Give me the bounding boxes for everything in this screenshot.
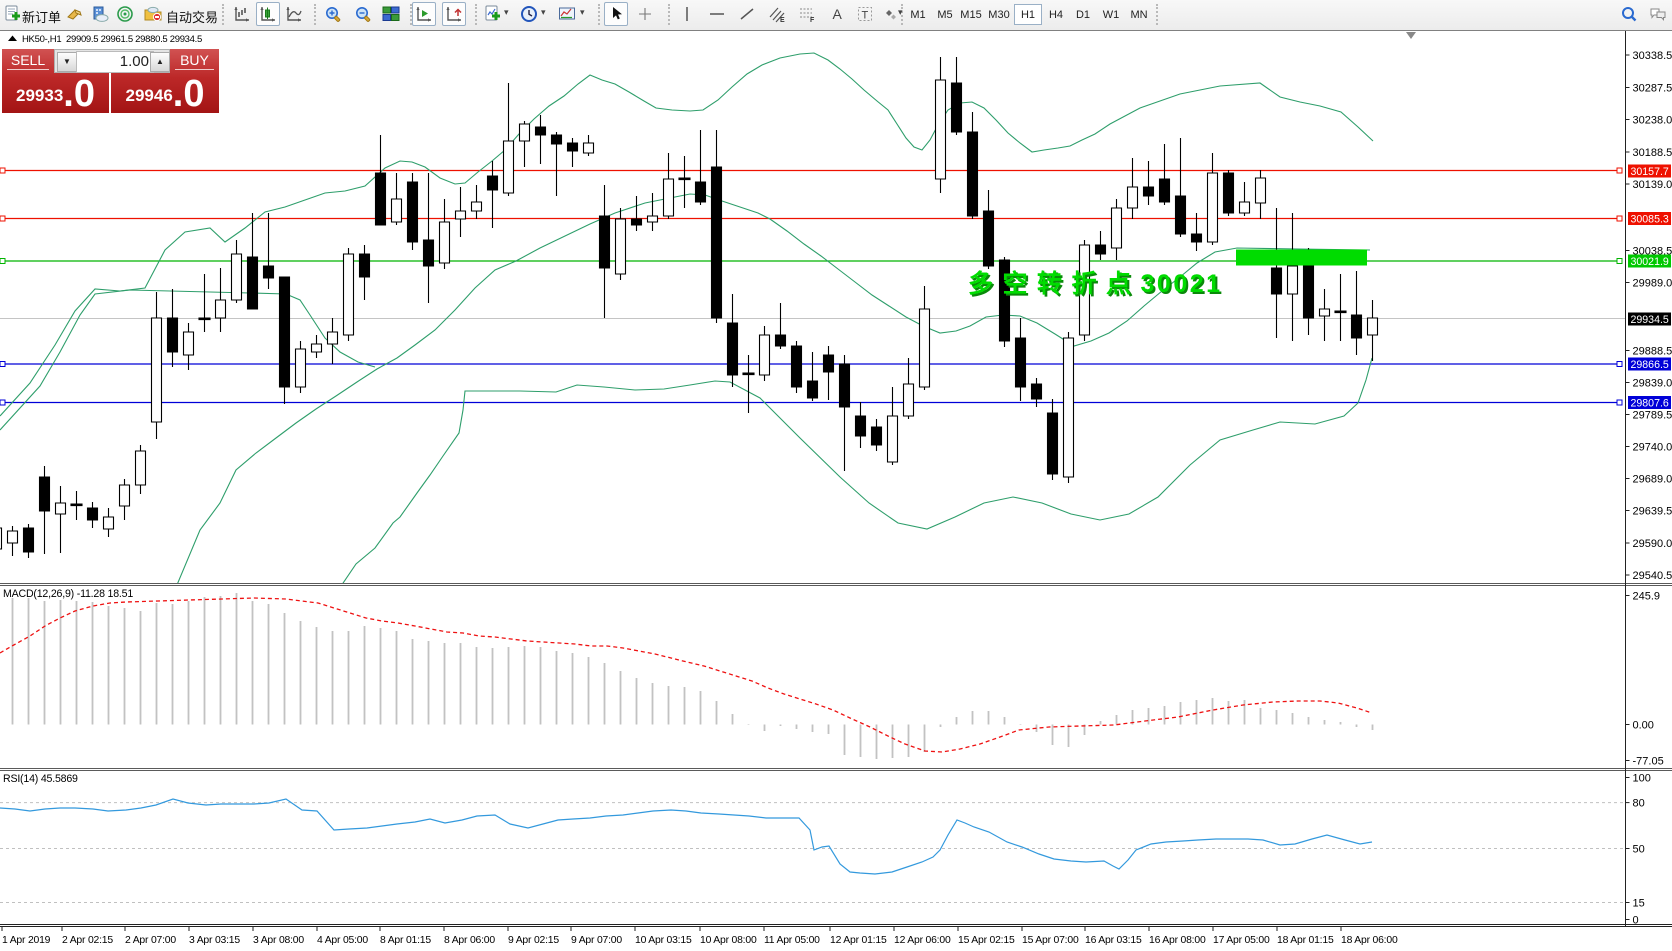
svg-text:16 Apr 08:00: 16 Apr 08:00 [1149, 935, 1206, 946]
svg-text:15: 15 [1633, 898, 1645, 910]
svg-text:F: F [810, 17, 815, 23]
svg-text:30085.3: 30085.3 [1631, 214, 1669, 226]
svg-text:100: 100 [1633, 773, 1651, 785]
svg-text:29689.0: 29689.0 [1633, 474, 1672, 486]
svg-text:0: 0 [1633, 915, 1639, 927]
svg-text:30287.5: 30287.5 [1633, 83, 1672, 95]
svg-text:多空转折点30021: 多空转折点30021 [970, 271, 1225, 300]
svg-text:8 Apr 06:00: 8 Apr 06:00 [444, 935, 495, 946]
svg-text:A: A [833, 6, 843, 22]
svg-text:29540.5: 29540.5 [1633, 570, 1672, 582]
svg-text:16 Apr 03:15: 16 Apr 03:15 [1085, 935, 1142, 946]
svg-text:9 Apr 07:00: 9 Apr 07:00 [571, 935, 622, 946]
svg-text:9 Apr 02:15: 9 Apr 02:15 [508, 935, 559, 946]
svg-text:245.9: 245.9 [1633, 591, 1661, 603]
svg-text:2 Apr 02:15: 2 Apr 02:15 [62, 935, 113, 946]
svg-text:HK50-,H1 29909.5 29961.5 2988: HK50-,H1 29909.5 29961.5 29880.5 29934.5 [22, 34, 202, 45]
svg-text:3 Apr 03:15: 3 Apr 03:15 [189, 935, 240, 946]
svg-text:29888.5: 29888.5 [1633, 346, 1672, 358]
svg-text:29807.6: 29807.6 [1631, 398, 1669, 410]
svg-text:30157.7: 30157.7 [1631, 166, 1669, 178]
svg-text:18 Apr 06:00: 18 Apr 06:00 [1341, 935, 1398, 946]
svg-text:RSI(14) 45.5869: RSI(14) 45.5869 [3, 773, 78, 785]
svg-text:17 Apr 05:00: 17 Apr 05:00 [1213, 935, 1270, 946]
svg-text:4 Apr 05:00: 4 Apr 05:00 [317, 935, 368, 946]
svg-text:10 Apr 08:00: 10 Apr 08:00 [700, 935, 757, 946]
svg-text:-77.05: -77.05 [1633, 756, 1664, 768]
svg-text:30238.0: 30238.0 [1633, 115, 1672, 127]
svg-text:29590.0: 29590.0 [1633, 538, 1672, 550]
svg-text:11 Apr 05:00: 11 Apr 05:00 [764, 935, 820, 946]
svg-text:12 Apr 01:15: 12 Apr 01:15 [830, 935, 887, 946]
svg-text:多空转折点30021: 多空转折点30021 [968, 269, 1223, 298]
svg-text:29989.0: 29989.0 [1633, 278, 1672, 290]
svg-text:29639.5: 29639.5 [1633, 506, 1672, 518]
svg-text:1 Apr 2019: 1 Apr 2019 [2, 935, 51, 946]
svg-text:30338.5: 30338.5 [1633, 50, 1672, 62]
svg-text:30188.5: 30188.5 [1633, 147, 1672, 159]
svg-text:18 Apr 01:15: 18 Apr 01:15 [1277, 935, 1334, 946]
svg-text:8 Apr 01:15: 8 Apr 01:15 [380, 935, 431, 946]
svg-text:3 Apr 08:00: 3 Apr 08:00 [253, 935, 304, 946]
svg-text:MACD(12,26,9) -11.28 18.51: MACD(12,26,9) -11.28 18.51 [3, 588, 133, 600]
svg-text:15 Apr 07:00: 15 Apr 07:00 [1022, 935, 1079, 946]
svg-text:30021.9: 30021.9 [1631, 256, 1669, 268]
svg-text:15 Apr 02:15: 15 Apr 02:15 [958, 935, 1015, 946]
svg-text:0.00: 0.00 [1633, 720, 1654, 732]
svg-text:12 Apr 06:00: 12 Apr 06:00 [894, 935, 951, 946]
svg-text:30139.0: 30139.0 [1633, 179, 1672, 191]
svg-text:29789.5: 29789.5 [1633, 410, 1672, 422]
svg-text:10 Apr 03:15: 10 Apr 03:15 [635, 935, 692, 946]
svg-text:29866.5: 29866.5 [1631, 359, 1669, 371]
svg-text:2 Apr 07:00: 2 Apr 07:00 [125, 935, 176, 946]
svg-text:80: 80 [1633, 798, 1645, 810]
svg-text:E: E [780, 17, 785, 23]
svg-text:29934.5: 29934.5 [1631, 314, 1669, 326]
svg-text:29839.0: 29839.0 [1633, 378, 1672, 390]
svg-text:29740.0: 29740.0 [1633, 442, 1672, 454]
svg-text:50: 50 [1633, 844, 1645, 856]
svg-text:T: T [862, 10, 869, 22]
